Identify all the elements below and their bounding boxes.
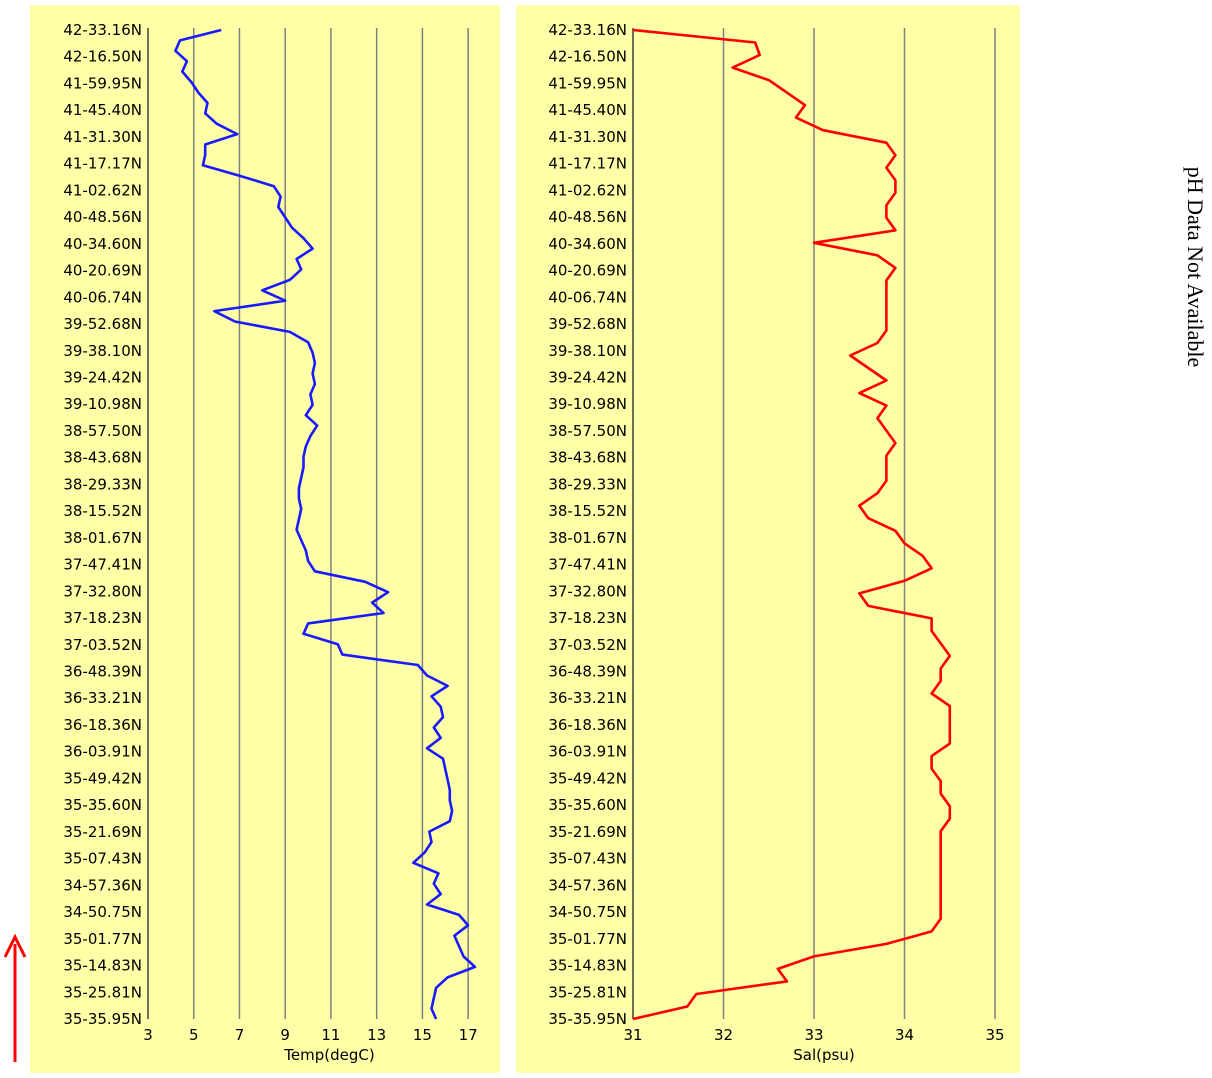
temperature-latitude-tick-label: 40-06.74N [63,288,142,306]
temperature-latitude-tick-label: 35-07.43N [63,850,142,868]
salinity-latitude-tick-label: 35-01.77N [548,930,627,948]
salinity-latitude-tick-label: 40-34.60N [548,235,627,253]
salinity-latitude-tick-label: 38-29.33N [548,475,627,493]
temperature-x-tick-label: 17 [459,1026,478,1044]
temperature-latitude-tick-label: 34-57.36N [63,876,142,894]
temperature-latitude-tick-label: 38-57.50N [63,422,142,440]
salinity-latitude-tick-label: 39-24.42N [548,368,627,386]
salinity-latitude-tick-label: 36-03.91N [548,743,627,761]
temperature-latitude-tick-label: 35-21.69N [63,823,142,841]
temperature-latitude-tick-label: 39-24.42N [63,368,142,386]
salinity-x-tick-label: 35 [985,1026,1004,1044]
salinity-series-line [632,28,952,1021]
temperature-latitude-tick-label: 37-47.41N [63,556,142,574]
temperature-latitude-tick-label: 42-33.16N [63,21,142,39]
temperature-latitude-tick-label: 42-16.50N [63,48,142,66]
salinity-x-tick-label: 32 [714,1026,733,1044]
temperature-latitude-tick-label: 40-20.69N [63,262,142,280]
salinity-latitude-tick-label: 35-35.60N [548,796,627,814]
salinity-latitude-tick-label: 35-25.81N [548,983,627,1001]
temperature-latitude-tick-label: 37-18.23N [63,609,142,627]
salinity-latitude-tick-label: 40-48.56N [548,208,627,226]
temperature-latitude-tick-label: 35-49.42N [63,769,142,787]
temperature-x-tick-label: 9 [280,1026,290,1044]
temperature-series-line [174,28,477,1020]
salinity-latitude-tick-label: 41-17.17N [548,155,627,173]
temperature-latitude-tick-label: 36-33.21N [63,689,142,707]
salinity-latitude-tick-label: 39-52.68N [548,315,627,333]
temperature-latitude-tick-label: 35-14.83N [63,957,142,975]
temperature-latitude-tick-label: 41-31.30N [63,128,142,146]
salinity-latitude-tick-label: 38-57.50N [548,422,627,440]
salinity-latitude-tick-label: 41-45.40N [548,101,627,119]
salinity-latitude-tick-label: 39-38.10N [548,342,627,360]
salinity-latitude-tick-label: 35-07.43N [548,850,627,868]
salinity-latitude-tick-label: 34-57.36N [548,876,627,894]
salinity-latitude-tick-label: 41-59.95N [548,74,627,92]
salinity-x-tick-label: 33 [804,1026,823,1044]
temperature-latitude-tick-label: 39-10.98N [63,395,142,413]
temperature-x-tick-label: 5 [189,1026,199,1044]
salinity-latitude-tick-label: 37-18.23N [548,609,627,627]
ph-not-available-note: pH Data Not Available [1183,167,1208,368]
up-red-arrow-icon [3,933,27,1062]
salinity-latitude-tick-label: 37-47.41N [548,556,627,574]
temperature-x-tick-label: 13 [367,1026,386,1044]
temperature-latitude-tick-label: 40-48.56N [63,208,142,226]
salinity-x-tick-label: 31 [623,1026,642,1044]
salinity-latitude-tick-label: 40-06.74N [548,288,627,306]
temperature-latitude-tick-label: 35-01.77N [63,930,142,948]
temperature-x-axis-title: Temp(degC) [283,1046,374,1064]
salinity-latitude-tick-label: 36-48.39N [548,663,627,681]
temperature-latitude-tick-label: 34-50.75N [63,903,142,921]
salinity-latitude-tick-label: 35-21.69N [548,823,627,841]
salinity-x-tick-label: 34 [895,1026,914,1044]
salinity-latitude-tick-label: 36-18.36N [548,716,627,734]
temperature-latitude-tick-label: 36-18.36N [63,716,142,734]
salinity-latitude-tick-label: 39-10.98N [548,395,627,413]
salinity-chart: 42-33.16N 42-16.50N 41-59.95N 41-45.40N 41-3… [548,21,1004,1064]
temperature-latitude-tick-label: 41-02.62N [63,181,142,199]
salinity-latitude-tick-label: 35-49.42N [548,769,627,787]
salinity-panel-background [516,5,1020,1073]
temperature-x-tick-label: 7 [235,1026,245,1044]
salinity-latitude-tick-label: 40-20.69N [548,262,627,280]
temperature-latitude-tick-label: 40-34.60N [63,235,142,253]
temperature-latitude-tick-label: 37-03.52N [63,636,142,654]
temperature-latitude-tick-label: 38-01.67N [63,529,142,547]
salinity-latitude-tick-label: 38-43.68N [548,449,627,467]
salinity-latitude-tick-label: 36-33.21N [548,689,627,707]
salinity-latitude-tick-label: 42-33.16N [548,21,627,39]
salinity-latitude-tick-label: 38-15.52N [548,502,627,520]
salinity-latitude-tick-label: 38-01.67N [548,529,627,547]
salinity-latitude-tick-label: 37-03.52N [548,636,627,654]
salinity-latitude-tick-label: 41-02.62N [548,181,627,199]
temperature-x-tick-label: 11 [321,1026,340,1044]
temperature-latitude-tick-label: 38-15.52N [63,502,142,520]
temperature-latitude-tick-label: 35-35.95N [63,1010,142,1028]
salinity-latitude-tick-label: 35-35.95N [548,1010,627,1028]
temperature-chart: 42-33.16N 42-16.50N 41-59.95N 41-45.40N 41-3… [63,21,477,1064]
salinity-x-axis-title: Sal(psu) [793,1046,854,1064]
temperature-latitude-tick-label: 41-59.95N [63,74,142,92]
temperature-latitude-tick-label: 37-32.80N [63,582,142,600]
temperature-latitude-tick-label: 36-48.39N [63,663,142,681]
salinity-latitude-tick-label: 41-31.30N [548,128,627,146]
temperature-x-tick-label: 3 [143,1026,153,1044]
salinity-latitude-tick-label: 34-50.75N [548,903,627,921]
temperature-latitude-tick-label: 41-17.17N [63,155,142,173]
temperature-latitude-tick-label: 35-35.60N [63,796,142,814]
temperature-latitude-tick-label: 39-38.10N [63,342,142,360]
temperature-latitude-tick-label: 38-43.68N [63,449,142,467]
temperature-latitude-tick-label: 36-03.91N [63,743,142,761]
salinity-latitude-tick-label: 42-16.50N [548,48,627,66]
temperature-x-tick-label: 15 [413,1026,432,1044]
temperature-latitude-tick-label: 35-25.81N [63,983,142,1001]
temperature-latitude-tick-label: 39-52.68N [63,315,142,333]
salinity-latitude-tick-label: 37-32.80N [548,582,627,600]
temperature-latitude-tick-label: 38-29.33N [63,475,142,493]
temperature-latitude-tick-label: 41-45.40N [63,101,142,119]
salinity-latitude-tick-label: 35-14.83N [548,957,627,975]
